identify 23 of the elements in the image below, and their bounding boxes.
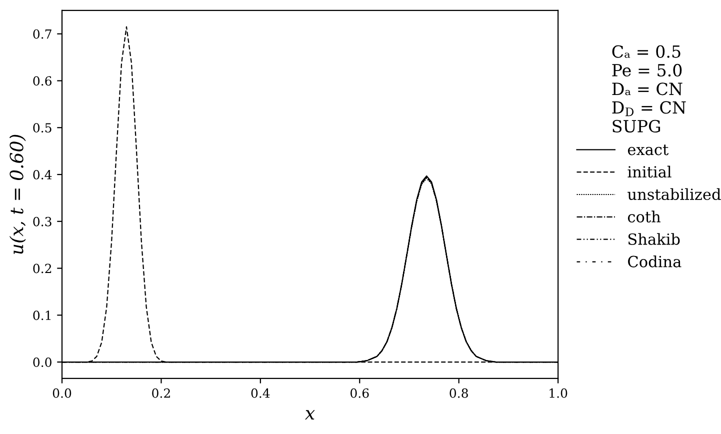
x-tick-label: 1.0 bbox=[550, 388, 568, 398]
y-tick-label: 0.4 bbox=[33, 170, 52, 180]
x-axis-title: x bbox=[304, 410, 315, 420]
y-tick-label: 0.6 bbox=[33, 76, 52, 86]
legend-label: Shakib bbox=[628, 233, 680, 245]
legend-label: exact bbox=[628, 144, 669, 156]
y-tick-label: 0.1 bbox=[33, 310, 51, 320]
y-tick-label: 0.5 bbox=[33, 123, 52, 133]
y-tick-label: 0.2 bbox=[33, 264, 52, 274]
legend-label: Codina bbox=[628, 256, 682, 268]
y-axis-title: u(x, t = 0.60) bbox=[9, 134, 26, 254]
y-tick-label: 0.0 bbox=[33, 358, 52, 367]
x-tick-label: 0.6 bbox=[350, 388, 369, 398]
x-tick-label: 0.0 bbox=[52, 388, 72, 398]
y-tick-label: 0.3 bbox=[33, 216, 52, 226]
legend-title: Cₐ = 0.5 Pe = 5.0 Dₐ = CN D$_{D}$ = CN SUPG bbox=[612, 45, 686, 133]
legend-label: initial bbox=[628, 166, 672, 178]
legend-label: unstabilized bbox=[628, 188, 721, 200]
x-tick-label: 0.4 bbox=[251, 388, 270, 398]
legend-label: coth bbox=[628, 210, 660, 222]
y-tick-label: 0.7 bbox=[33, 29, 52, 39]
x-tick-label: 0.2 bbox=[152, 388, 170, 398]
x-tick-label: 0.8 bbox=[450, 388, 468, 398]
